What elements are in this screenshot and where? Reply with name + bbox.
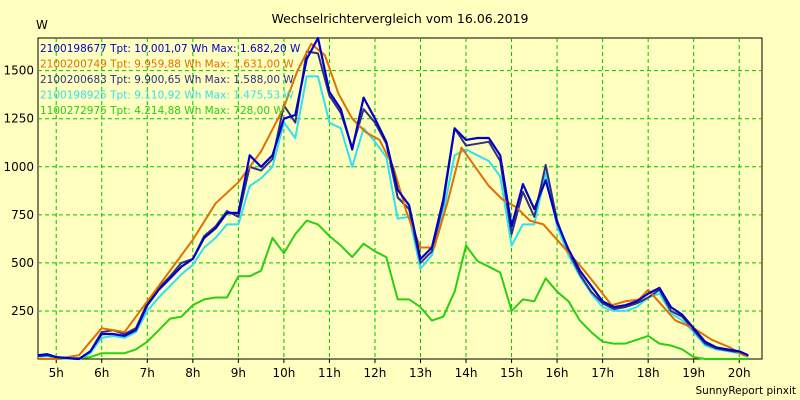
y-tick-label: 500: [11, 256, 34, 270]
x-tick-label: 13h: [409, 366, 432, 380]
x-tick-label: 20h: [728, 366, 751, 380]
x-tick-label: 8h: [185, 366, 200, 380]
x-tick-label: 12h: [364, 366, 387, 380]
x-tick-label: 14h: [455, 366, 478, 380]
chart-title: Wechselrichtervergleich vom 16.06.2019: [271, 11, 528, 26]
y-tick-label: 1250: [3, 112, 34, 126]
x-tick-label: 6h: [94, 366, 109, 380]
series-line-2: [38, 42, 749, 360]
x-tick-label: 7h: [140, 366, 155, 380]
x-tick-label: 10h: [272, 366, 295, 380]
y-tick-label: 1000: [3, 160, 34, 174]
y-axis-unit-label: W: [36, 18, 48, 32]
x-tick-label: 19h: [682, 366, 705, 380]
legend-entry-5: 1100272975 Tpt: 4.214,88 Wh Max: 728,00 …: [40, 105, 284, 117]
legend-entry-2: 2100200749 Tpt: 9.959,88 Wh Max: 1.631,0…: [40, 59, 294, 71]
legend-entry-4: 2100198925 Tpt: 9.110,92 Wh Max: 1.475,5…: [40, 90, 294, 102]
legend-entry-3: 2100200683 Tpt: 9.900,65 Wh Max: 1.588,0…: [40, 74, 294, 86]
series-line-5: [38, 219, 749, 360]
x-tick-label: 15h: [500, 366, 523, 380]
y-tick-label: 1500: [3, 64, 34, 78]
footer-credit: SunnyReport pinxit: [696, 385, 796, 397]
x-tick-label: 17h: [591, 366, 614, 380]
x-tick-label: 16h: [546, 366, 569, 380]
x-tick-label: 9h: [231, 366, 246, 380]
y-tick-label: 750: [11, 208, 34, 222]
plot-area: 5h 6h 7h 8h 9h 10h 11h 12h 13h 14h 15h 16h 17h 18h 19h…: [3, 36, 763, 380]
x-tick-label: 5h: [49, 366, 64, 380]
y-tick-label: 250: [11, 304, 34, 318]
x-tick-label: 18h: [637, 366, 660, 380]
series-line-4: [37, 75, 749, 360]
series-line-3: [37, 50, 749, 360]
series-line-1: [37, 36, 749, 361]
legend-entry-1: 2100198677 Tpt: 10.001,07 Wh Max: 1.682,…: [40, 43, 301, 55]
x-tick-label: 11h: [318, 366, 341, 380]
